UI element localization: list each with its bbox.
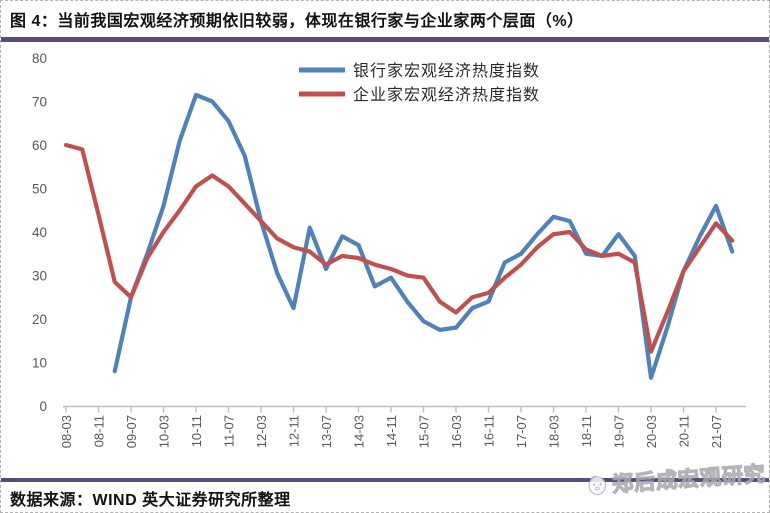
x-tick-label: 10-03 [157,415,172,448]
y-tick-label: 30 [32,269,47,284]
x-tick-label: 14-03 [352,415,367,448]
x-tick-label: 12-11 [287,415,302,447]
x-tick-label: 15-07 [417,415,432,448]
x-tick-label: 18-11 [579,415,594,447]
y-tick-label: 80 [32,51,47,66]
series-line-entrepreneur [63,142,735,354]
y-tick-label: 20 [32,312,47,327]
x-tick-label: 16-11 [482,415,497,447]
x-tick-label: 08-03 [59,415,74,448]
x-tick-label: 17-07 [514,415,529,448]
x-tick-label: 18-03 [547,415,562,448]
series-line-banker [112,92,735,380]
legend-label-banker: 银行家宏观经济热度指数 [353,62,540,80]
y-tick-label: 10 [32,356,47,371]
x-tick-label: 09-07 [124,415,139,448]
legend-label-entrepreneur: 企业家宏观经济热度指数 [353,86,540,104]
y-tick-label: 50 [32,182,47,197]
x-tick-label: 20-03 [644,415,659,448]
x-tick-label: 13-07 [319,415,334,448]
y-tick-label: 40 [32,225,47,240]
data-source-note: 数据来源：WIND 英大证券研究所整理 [10,492,291,509]
x-tick-label: 10-11 [189,415,204,447]
x-tick-label: 19-07 [612,415,627,448]
y-tick-label: 70 [32,95,47,110]
figure-title: 图 4：当前我国宏观经济预期依旧较弱，体现在银行家与企业家两个层面（%） [10,13,584,30]
x-tick-label: 12-03 [254,415,269,448]
footer-divider [1,478,769,482]
y-tick-label: 60 [32,138,47,153]
x-tick-label: 14-11 [384,415,399,447]
x-tick-label: 20-11 [677,415,692,447]
title-divider [1,37,769,42]
x-tick-label: 08-11 [92,415,107,447]
y-tick-label: 0 [39,399,47,414]
x-tick-label: 11-07 [222,415,237,447]
x-tick-label: 21-07 [709,415,724,448]
x-tick-label: 16-03 [449,415,464,448]
